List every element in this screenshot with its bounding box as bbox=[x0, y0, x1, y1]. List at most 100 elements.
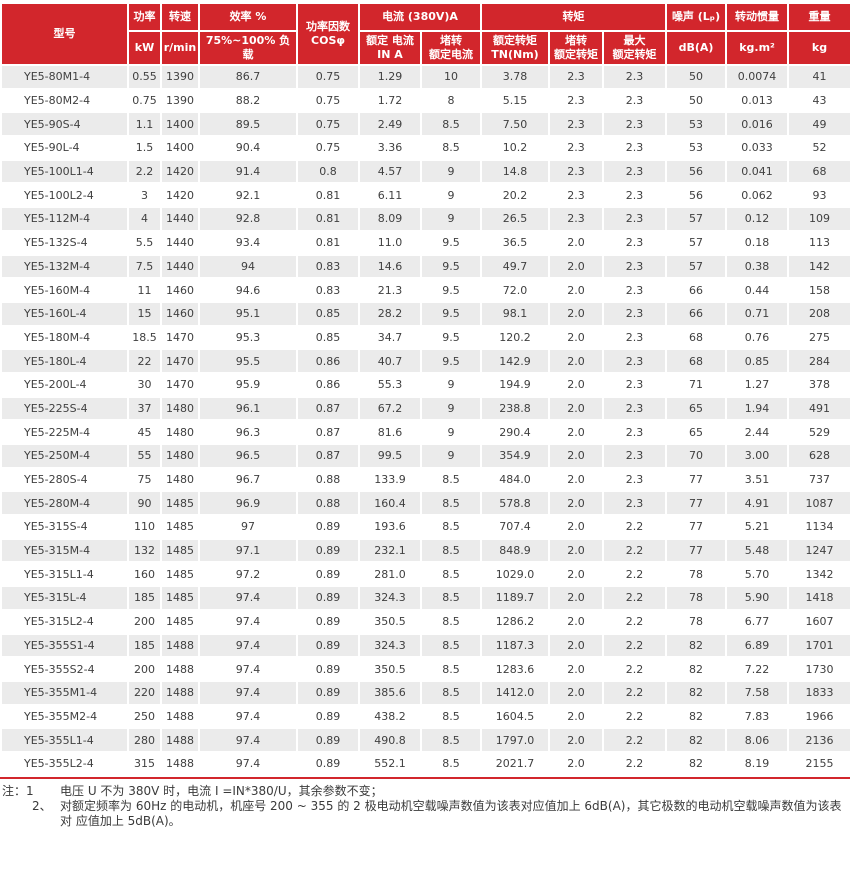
cell-locked_rotor_current: 8.5 bbox=[420, 632, 482, 659]
cell-weight_kg: 628 bbox=[787, 443, 850, 469]
cell-power_factor: 0.75 bbox=[296, 135, 360, 161]
cell-noise_dba: 82 bbox=[665, 656, 728, 682]
cell-locked_rotor_torque: 2.0 bbox=[548, 277, 604, 303]
table-row: YE5-355M1-4 220 1488 97.4 0.89 385.6 8.5 1412.0… bbox=[0, 679, 850, 706]
cell-locked_rotor_current: 9 bbox=[420, 371, 482, 398]
cell-inertia_kgm2: 0.38 bbox=[725, 253, 790, 280]
cell-rated_torque_nm: 1412.0 bbox=[480, 679, 550, 706]
cell-max_torque: 2.3 bbox=[601, 348, 668, 374]
cell-locked_rotor_torque: 2.0 bbox=[548, 229, 604, 256]
cell-model: YE5-355L1-4 bbox=[0, 727, 129, 753]
cell-model: YE5-280M-4 bbox=[0, 490, 129, 517]
cell-inertia_kgm2: 3.00 bbox=[725, 443, 790, 469]
cell-power_factor: 0.89 bbox=[296, 585, 360, 611]
table-row: YE5-315L2-4 200 1485 97.4 0.89 350.5 8.5 1286.2… bbox=[0, 608, 850, 635]
cell-locked_rotor_current: 8.5 bbox=[420, 490, 482, 517]
cell-power_kw: 18.5 bbox=[127, 324, 162, 351]
cell-efficiency_pct: 92.8 bbox=[198, 206, 298, 232]
cell-max_torque: 2.3 bbox=[601, 300, 668, 327]
cell-rated_torque_nm: 36.5 bbox=[480, 229, 550, 256]
cell-locked_rotor_current: 8.5 bbox=[420, 514, 482, 540]
cell-power_kw: 45 bbox=[127, 419, 162, 445]
cell-inertia_kgm2: 8.06 bbox=[725, 727, 790, 753]
cell-speed_rpm: 1485 bbox=[160, 585, 200, 611]
cell-power_kw: 5.5 bbox=[127, 229, 162, 256]
header-power-unit: kW bbox=[127, 30, 162, 66]
cell-inertia_kgm2: 5.70 bbox=[725, 561, 790, 588]
cell-weight_kg: 113 bbox=[787, 229, 850, 256]
cell-rated_torque_nm: 578.8 bbox=[480, 490, 550, 517]
cell-efficiency_pct: 97.4 bbox=[198, 656, 298, 682]
cell-efficiency_pct: 97.4 bbox=[198, 679, 298, 706]
cell-speed_rpm: 1440 bbox=[160, 253, 200, 280]
cell-power_kw: 200 bbox=[127, 656, 162, 682]
cell-power_factor: 0.81 bbox=[296, 206, 360, 232]
table-row: YE5-160M-4 11 1460 94.6 0.83 21.3 9.5 72.0 2.0 2.… bbox=[0, 277, 850, 303]
cell-locked_rotor_torque: 2.0 bbox=[548, 727, 604, 753]
cell-efficiency_pct: 97.4 bbox=[198, 750, 298, 777]
cell-rated_torque_nm: 120.2 bbox=[480, 324, 550, 351]
cell-rated_current_a: 3.36 bbox=[358, 135, 422, 161]
spec-table-body: YE5-80M1-4 0.55 1390 86.7 0.75 1.29 10 3.78 2.3 2… bbox=[0, 64, 850, 777]
cell-speed_rpm: 1485 bbox=[160, 490, 200, 517]
cell-weight_kg: 43 bbox=[787, 87, 850, 114]
table-row: YE5-225S-4 37 1480 96.1 0.87 67.2 9 238.8 2.0 2.3… bbox=[0, 395, 850, 422]
cell-power_kw: 110 bbox=[127, 514, 162, 540]
cell-efficiency_pct: 97.2 bbox=[198, 561, 298, 588]
cell-model: YE5-160M-4 bbox=[0, 277, 129, 303]
cell-locked_rotor_current: 8.5 bbox=[420, 679, 482, 706]
cell-weight_kg: 109 bbox=[787, 206, 850, 232]
table-row: YE5-250M-4 55 1480 96.5 0.87 99.5 9 354.9 2.0 2.3… bbox=[0, 443, 850, 469]
cell-model: YE5-355L2-4 bbox=[0, 750, 129, 777]
cell-weight_kg: 1087 bbox=[787, 490, 850, 517]
footnote-2-label: 2、 bbox=[32, 798, 52, 813]
table-row: YE5-132S-4 5.5 1440 93.4 0.81 11.0 9.5 36.5 2.0 2… bbox=[0, 229, 850, 256]
cell-locked_rotor_torque: 2.0 bbox=[548, 514, 604, 540]
cell-power_factor: 0.85 bbox=[296, 300, 360, 327]
table-row: YE5-100L2-4 3 1420 92.1 0.81 6.11 9 20.2 2.3 2.3 5… bbox=[0, 182, 850, 209]
header-noise: 噪声 (Lₚ) bbox=[665, 2, 728, 32]
cell-power_factor: 0.83 bbox=[296, 277, 360, 303]
cell-rated_current_a: 99.5 bbox=[358, 443, 422, 469]
cell-max_torque: 2.2 bbox=[601, 608, 668, 635]
cell-noise_dba: 56 bbox=[665, 182, 728, 209]
cell-speed_rpm: 1480 bbox=[160, 443, 200, 469]
cell-inertia_kgm2: 4.91 bbox=[725, 490, 790, 517]
cell-model: YE5-225S-4 bbox=[0, 395, 129, 422]
cell-power_kw: 11 bbox=[127, 277, 162, 303]
cell-weight_kg: 2155 bbox=[787, 750, 850, 777]
cell-noise_dba: 65 bbox=[665, 395, 728, 422]
cell-inertia_kgm2: 7.58 bbox=[725, 679, 790, 706]
cell-power_kw: 250 bbox=[127, 703, 162, 730]
cell-power_factor: 0.89 bbox=[296, 727, 360, 753]
cell-locked_rotor_torque: 2.3 bbox=[548, 87, 604, 114]
cell-efficiency_pct: 97.4 bbox=[198, 585, 298, 611]
cell-locked_rotor_current: 10 bbox=[420, 64, 482, 90]
cell-max_torque: 2.2 bbox=[601, 703, 668, 730]
cell-speed_rpm: 1400 bbox=[160, 135, 200, 161]
cell-rated_current_a: 350.5 bbox=[358, 608, 422, 635]
table-row: YE5-80M1-4 0.55 1390 86.7 0.75 1.29 10 3.78 2.3 2… bbox=[0, 64, 850, 90]
cell-speed_rpm: 1480 bbox=[160, 466, 200, 493]
cell-speed_rpm: 1440 bbox=[160, 206, 200, 232]
cell-max_torque: 2.3 bbox=[601, 206, 668, 232]
cell-locked_rotor_torque: 2.0 bbox=[548, 750, 604, 777]
footnote-2: 2、 对额定频率为 60Hz 的电动机，机座号 200 ~ 355 的 2 极电… bbox=[2, 799, 848, 829]
table-row: YE5-355M2-4 250 1488 97.4 0.89 438.2 8.5 1604.5… bbox=[0, 703, 850, 730]
cell-inertia_kgm2: 2.44 bbox=[725, 419, 790, 445]
cell-power_kw: 75 bbox=[127, 466, 162, 493]
cell-rated_current_a: 1.72 bbox=[358, 87, 422, 114]
cell-locked_rotor_torque: 2.0 bbox=[548, 253, 604, 280]
cell-model: YE5-90L-4 bbox=[0, 135, 129, 161]
cell-locked_rotor_torque: 2.0 bbox=[548, 585, 604, 611]
cell-model: YE5-355S1-4 bbox=[0, 632, 129, 659]
cell-weight_kg: 1730 bbox=[787, 656, 850, 682]
cell-rated_torque_nm: 1604.5 bbox=[480, 703, 550, 730]
cell-max_torque: 2.3 bbox=[601, 158, 668, 185]
cell-rated_current_a: 350.5 bbox=[358, 656, 422, 682]
header-efficiency: 效率 % bbox=[198, 2, 298, 32]
table-row: YE5-160L-4 15 1460 95.1 0.85 28.2 9.5 98.1 2.0 2.… bbox=[0, 300, 850, 327]
header-weight-unit: kg bbox=[787, 30, 850, 66]
cell-power_factor: 0.86 bbox=[296, 348, 360, 374]
cell-noise_dba: 82 bbox=[665, 727, 728, 753]
